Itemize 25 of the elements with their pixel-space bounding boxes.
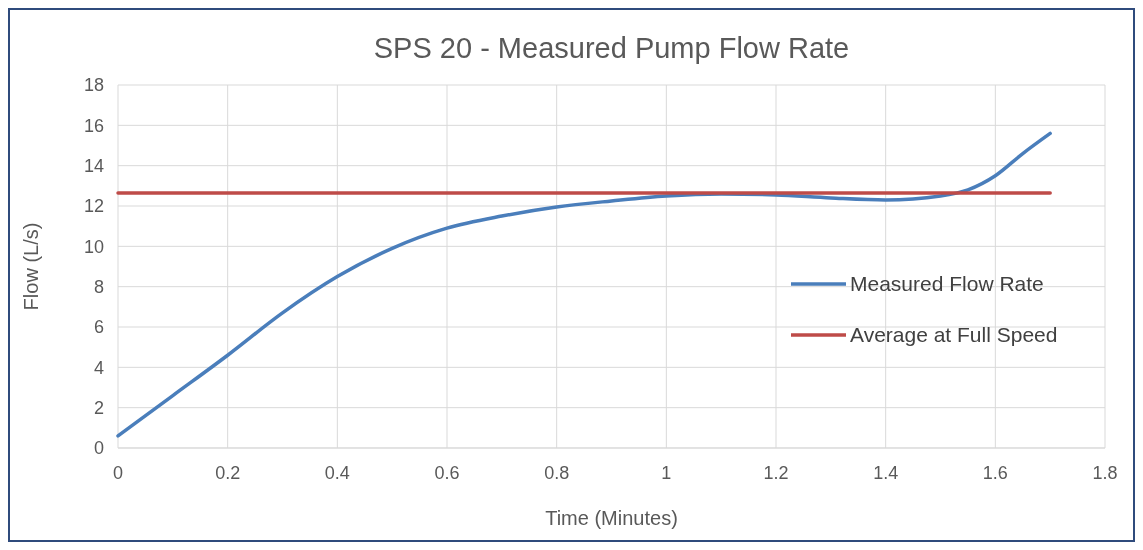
y-tick-label: 2 [93,397,104,418]
y-tick-label: 12 [83,196,104,217]
x-tick-label: 0.6 [434,463,460,483]
y-axis-title: Flow (L/s) [20,222,42,311]
y-tick-label: 18 [83,75,104,96]
x-tick-label: 1.4 [873,463,899,483]
y-tick-label: 14 [83,155,104,176]
y-tick-label: 16 [83,115,104,136]
x-tick-label: 0.4 [324,463,350,483]
y-tick-label: 4 [93,357,104,378]
chart-title: SPS 20 - Measured Pump Flow Rate [373,32,850,64]
x-tick-label: 1.8 [1092,463,1118,483]
x-tick-label: 1 [661,463,672,483]
x-tick-label: 0 [112,463,124,483]
x-tick-label: 0.8 [544,463,570,483]
legend-label: Measured Flow Rate [850,272,1044,296]
y-tick-label: 0 [93,438,104,459]
x-tick-label: 0.2 [215,463,241,483]
x-tick-label: 1.2 [763,463,789,483]
legend-label: Average at Full Speed [850,323,1058,347]
y-tick-label: 8 [93,276,104,297]
x-tick-label: 1.6 [982,463,1008,483]
y-tick-label: 6 [93,317,104,338]
x-axis-title: Time (Minutes) [545,507,678,529]
y-tick-label: 10 [83,236,104,257]
